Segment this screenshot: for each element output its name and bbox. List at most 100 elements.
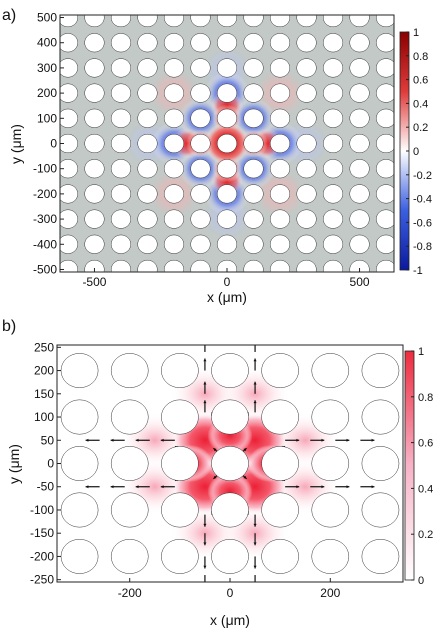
lattice-hole bbox=[110, 83, 132, 103]
field-arrow-head bbox=[296, 438, 300, 442]
lattice-hole bbox=[243, 234, 264, 254]
lattice-hole bbox=[163, 209, 185, 229]
lattice-hole bbox=[361, 538, 400, 574]
field-arrow-head bbox=[85, 485, 89, 489]
lattice-hole bbox=[110, 33, 132, 53]
lattice-hole bbox=[322, 108, 344, 128]
field-arrow-head bbox=[203, 565, 207, 569]
lattice-hole bbox=[322, 15, 344, 28]
lattice-hole bbox=[269, 133, 291, 154]
lattice-hole bbox=[84, 58, 105, 78]
lattice-hole bbox=[211, 353, 249, 389]
panel-b-axes: -200 0 200 250 200 150 100 50 0 -50 -100 -150 -200 -2… bbox=[30, 340, 341, 600]
lattice-hole bbox=[163, 133, 185, 154]
lattice-hole bbox=[349, 83, 370, 103]
colorbar-tick-label: 0.6 bbox=[413, 75, 428, 87]
lattice-hole bbox=[269, 108, 291, 128]
y-tick-label: -150 bbox=[30, 526, 54, 540]
lattice-hole bbox=[163, 15, 185, 28]
lattice-hole bbox=[216, 133, 238, 154]
lattice-hole bbox=[190, 83, 211, 103]
lattice-hole bbox=[110, 353, 149, 389]
lattice-hole bbox=[375, 159, 394, 179]
lattice-hole bbox=[375, 33, 394, 53]
lattice-hole bbox=[261, 446, 299, 481]
y-tick-label: -400 bbox=[33, 237, 57, 251]
field-arrow-head bbox=[296, 485, 300, 489]
lattice-hole bbox=[137, 184, 158, 204]
field-arrow-head bbox=[253, 565, 257, 569]
panel-b-xlabel: x (μm) bbox=[210, 612, 250, 628]
lattice-hole bbox=[60, 33, 79, 53]
lattice-hole bbox=[163, 33, 185, 53]
lattice-hole bbox=[211, 446, 249, 481]
lattice-hole bbox=[296, 83, 317, 103]
field-arrow-head bbox=[110, 485, 114, 489]
lattice-hole bbox=[84, 234, 105, 254]
y-tick-label: 100 bbox=[37, 111, 57, 125]
panel-a-plot bbox=[60, 15, 394, 272]
colorbar-tick-label: 0.6 bbox=[418, 438, 433, 450]
lattice-hole bbox=[60, 58, 79, 78]
field-arrow-head bbox=[203, 523, 207, 527]
panel-b-plot bbox=[57, 345, 403, 582]
field-arrow-head bbox=[253, 400, 257, 404]
colorbar-tick-label: 0.8 bbox=[418, 392, 433, 404]
lattice-hole bbox=[163, 159, 185, 179]
lattice-hole bbox=[375, 209, 394, 229]
lattice-hole bbox=[163, 234, 185, 254]
colorbar-tick-label: 0.2 bbox=[418, 529, 433, 541]
lattice-hole bbox=[361, 446, 400, 481]
x-tick-label: -500 bbox=[82, 275, 106, 289]
colorbar-tick-label: 1 bbox=[413, 27, 419, 39]
lattice-hole bbox=[84, 159, 105, 179]
lattice-hole bbox=[110, 58, 132, 78]
lattice-hole bbox=[261, 399, 299, 435]
y-tick-label: -500 bbox=[33, 262, 57, 276]
y-tick-label: 200 bbox=[37, 86, 57, 100]
lattice-hole bbox=[110, 446, 149, 481]
lattice-hole bbox=[261, 492, 299, 528]
lattice-hole bbox=[296, 133, 317, 154]
field-arrow-head bbox=[160, 438, 164, 442]
y-tick-label: -50 bbox=[37, 480, 55, 494]
lattice-hole bbox=[60, 234, 79, 254]
lattice-hole bbox=[243, 15, 264, 28]
lattice-hole bbox=[137, 108, 158, 128]
field-arrow-head bbox=[203, 358, 207, 362]
lattice-hole bbox=[60, 83, 79, 103]
panel-a-axes: -500 0 500 500 400 300 200 100 0 -100 -200 -300 -400… bbox=[33, 11, 370, 289]
lattice-hole bbox=[161, 492, 199, 528]
lattice-hole bbox=[84, 83, 105, 103]
colorbar-tick-label: -1 bbox=[413, 265, 423, 277]
lattice-hole bbox=[322, 159, 344, 179]
lattice-hole bbox=[84, 108, 105, 128]
lattice-hole bbox=[322, 33, 344, 53]
lattice-hole bbox=[84, 209, 105, 229]
colorbar-tick-label: -0.4 bbox=[413, 194, 432, 206]
lattice-hole bbox=[110, 15, 132, 28]
lattice-hole bbox=[211, 492, 249, 528]
lattice-hole bbox=[269, 15, 291, 28]
y-tick-label: -100 bbox=[30, 503, 54, 517]
lattice-hole bbox=[375, 83, 394, 103]
y-tick-label: 500 bbox=[37, 11, 57, 25]
field-arrow-head bbox=[203, 381, 207, 385]
lattice-hole bbox=[349, 108, 370, 128]
lattice-hole bbox=[243, 184, 264, 204]
lattice-hole bbox=[84, 133, 105, 154]
lattice-hole bbox=[269, 159, 291, 179]
lattice-hole bbox=[60, 399, 99, 435]
lattice-hole bbox=[311, 399, 350, 435]
lattice-hole bbox=[311, 538, 350, 574]
lattice-hole bbox=[161, 538, 199, 574]
y-tick-label: -200 bbox=[30, 549, 54, 563]
y-tick-label: 100 bbox=[34, 410, 54, 424]
lattice-hole bbox=[163, 108, 185, 128]
field-arrow-head bbox=[243, 448, 247, 452]
y-tick-label: 0 bbox=[50, 137, 57, 151]
lattice-hole bbox=[322, 58, 344, 78]
lattice-hole bbox=[216, 58, 238, 78]
lattice-hole bbox=[269, 234, 291, 254]
